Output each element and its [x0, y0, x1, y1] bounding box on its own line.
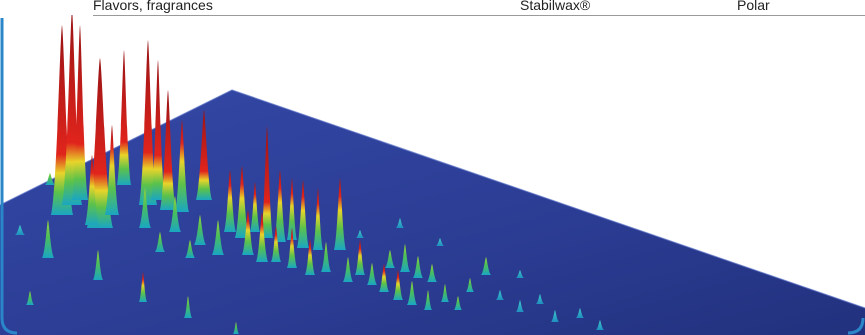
- chromatogram-peaks: [15, 10, 604, 334]
- application-cell: Flavors, fragrances: [93, 0, 213, 13]
- chromatogram-peak: [436, 238, 444, 246]
- chromatogram-peak: [271, 226, 281, 262]
- chromatogram-peak: [151, 60, 165, 200]
- chromatogram-peak: [212, 220, 224, 255]
- surface-plane: [0, 90, 865, 335]
- chromatogram-peak: [385, 250, 395, 268]
- chromatogram-peak: [235, 166, 249, 238]
- chromatogram-peak: [85, 155, 99, 225]
- chromatogram-peak: [551, 310, 559, 322]
- chromatogram-peak: [233, 322, 239, 334]
- chromatogram-peak: [139, 272, 147, 302]
- chromatogram-peak: [26, 291, 34, 305]
- chromatogram-peak: [155, 232, 165, 252]
- chromatogram-peak: [356, 230, 364, 238]
- chromatogram-peak: [407, 281, 417, 305]
- chromatogram-peak: [287, 178, 297, 240]
- chromatogram-peak: [536, 294, 544, 304]
- chromatogram-peak: [466, 278, 474, 292]
- chromatogram-peak: [355, 240, 365, 275]
- chromatogram-peak: [393, 270, 403, 300]
- chromatogram-peak: [400, 244, 410, 272]
- chromatogram-peak: [169, 196, 181, 232]
- chromatogram-peak: [45, 173, 55, 185]
- table-divider: [93, 15, 865, 16]
- chromatogram-peak: [481, 257, 491, 275]
- chromatogram-peak: [396, 218, 404, 228]
- chromatogram-peak: [334, 178, 346, 250]
- chromatogram-peak: [250, 182, 260, 232]
- stationary-phase-cell: Stabilwax®: [520, 0, 591, 13]
- chromatogram-peak: [297, 180, 309, 248]
- chromatogram-peak: [42, 220, 54, 258]
- chromatogram-peak: [139, 188, 151, 228]
- chromatogram-peak: [139, 40, 157, 205]
- chromatogram-peak: [160, 90, 176, 210]
- chromatogram-peak: [287, 228, 297, 268]
- chromatogram-peak: [321, 242, 331, 272]
- chromatogram-peak: [596, 320, 604, 330]
- chromatogram-peak: [454, 296, 462, 310]
- chromatogram-peak: [196, 110, 212, 200]
- chromatogram-peak: [274, 170, 286, 242]
- table-row: Flavors, fragrances Stabilwax® Polar: [0, 0, 865, 15]
- chromatogram-peak: [15, 225, 25, 235]
- polarity-cell: Polar: [737, 0, 770, 13]
- chromatogram-peak: [184, 296, 192, 318]
- chromatogram-peak: [261, 126, 273, 238]
- chromatogram-peak: [576, 308, 584, 318]
- chromatogram-peak: [105, 125, 119, 215]
- chromatogram-peak: [185, 240, 195, 258]
- chromatogram-peak: [413, 256, 423, 278]
- chromatogram-peak: [256, 212, 268, 262]
- chromatogram-peak: [516, 300, 524, 312]
- chromatogram-peak: [441, 284, 449, 302]
- chromatogram-peak: [72, 25, 88, 200]
- chromatogram-peak: [424, 290, 432, 310]
- chromatogram-peak: [93, 250, 103, 280]
- chromatogram-peak: [224, 170, 236, 232]
- chromatogram-peak: [343, 257, 353, 282]
- chromatogram-peak: [305, 239, 315, 275]
- chromatogram-peak: [367, 263, 377, 285]
- chromatogram-peak: [496, 290, 504, 300]
- chromatogram-peak: [379, 264, 389, 292]
- chromatogram-peak: [516, 270, 524, 278]
- chromatogram-peak: [117, 50, 131, 185]
- chromatogram-peak: [313, 188, 323, 250]
- chromatogram-peak: [194, 215, 206, 245]
- chromatogram-peak: [242, 210, 254, 255]
- chromatogram-peak: [427, 264, 437, 282]
- chromatogram-peak: [175, 120, 189, 212]
